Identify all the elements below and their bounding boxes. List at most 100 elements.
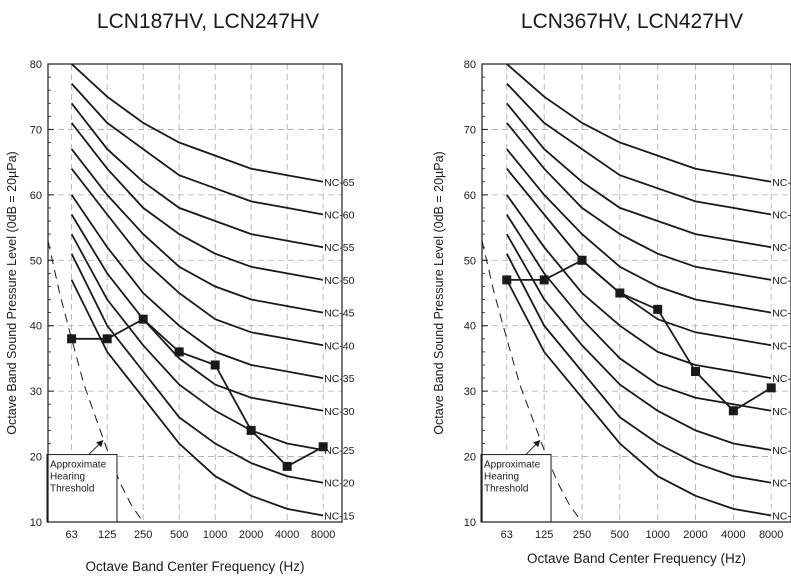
threshold-label-line: Hearing xyxy=(484,472,519,483)
threshold-arrowhead xyxy=(96,440,104,448)
chart-panel-2: LCN367HV, LCN427HV Octave Band Sound Pres… xyxy=(432,10,791,566)
data-point xyxy=(210,360,220,370)
nc-label: NC-30 xyxy=(324,406,355,418)
chart-panel-1: LCN187HV, LCN247HV Octave Band Sound Pres… xyxy=(5,10,360,574)
threshold-label-line: Threshold xyxy=(50,484,94,495)
nc-label-bg xyxy=(771,174,791,189)
nc-curves xyxy=(506,64,772,517)
y-tick-label: 70 xyxy=(30,124,42,136)
threshold-arrowhead xyxy=(533,440,541,448)
y-axis-label: Octave Band Sound Pressure Level (0dB = … xyxy=(432,151,446,434)
x-tick-label: 1000 xyxy=(645,529,669,541)
y-tick-label: 80 xyxy=(464,59,476,71)
data-point xyxy=(67,334,77,344)
data-point xyxy=(138,314,148,324)
y-tick-label: 10 xyxy=(464,517,476,529)
plot-frame xyxy=(47,63,343,523)
data-series-line xyxy=(506,259,772,412)
nc-curve xyxy=(70,194,324,379)
x-axis-label: Octave Band Center Frequency (Hz) xyxy=(527,551,746,566)
nc-label-bg xyxy=(323,371,360,386)
nc-label: NC-20 xyxy=(324,478,355,490)
x-tick-label: 4000 xyxy=(721,529,745,541)
hearing-threshold-curve xyxy=(482,240,583,522)
threshold-label-box xyxy=(46,454,118,523)
nc-label-bg xyxy=(323,272,360,287)
nc-label-bg xyxy=(771,207,791,222)
nc-curve xyxy=(506,233,772,451)
data-point xyxy=(246,425,256,435)
x-tick-label: 1000 xyxy=(203,529,227,541)
y-tick-label: 80 xyxy=(30,59,42,71)
nc-label: NC-55 xyxy=(324,242,355,254)
nc-curve xyxy=(506,279,772,517)
nc-label: NC-40 xyxy=(324,340,355,352)
nc-label-bg xyxy=(323,207,360,222)
data-point xyxy=(577,255,587,265)
nc-label-bg xyxy=(323,508,360,523)
nc-curve xyxy=(506,168,772,347)
x-tick-label: 250 xyxy=(573,529,591,541)
y-axis-label: Octave Band Sound Pressure Level (0dB = … xyxy=(5,151,19,434)
y-tick-label: 10 xyxy=(30,517,42,529)
hearing-threshold-curve xyxy=(48,240,144,522)
nc-curve xyxy=(506,102,772,249)
nc-label: NC-50 xyxy=(772,275,791,287)
nc-label: NC-55 xyxy=(772,242,791,254)
nc-label-bg xyxy=(323,338,360,353)
nc-label-bg xyxy=(771,305,791,320)
y-tick-label: 30 xyxy=(464,386,476,398)
x-tick-label: 8000 xyxy=(759,529,783,541)
nc-label-bg xyxy=(771,338,791,353)
nc-label: NC-50 xyxy=(324,275,355,287)
x-tick-label: 250 xyxy=(134,529,152,541)
nc-label-bg xyxy=(771,371,791,386)
y-tick-label: 50 xyxy=(30,255,42,267)
threshold-label-line: Approximate xyxy=(50,460,107,471)
nc-curve xyxy=(506,82,772,216)
x-tick-label: 63 xyxy=(65,529,77,541)
grid xyxy=(48,64,342,522)
y-tick-label: 60 xyxy=(464,190,476,202)
y-tick-label: 20 xyxy=(464,452,476,464)
data-point xyxy=(653,304,663,314)
data-point xyxy=(174,347,184,357)
data-point xyxy=(539,275,549,285)
y-tick-label: 40 xyxy=(30,321,42,333)
nc-label: NC-35 xyxy=(772,373,791,385)
y-tick-label: 60 xyxy=(30,190,42,202)
data-point xyxy=(282,461,292,471)
nc-label: NC-25 xyxy=(324,445,355,457)
y-tick-label: 30 xyxy=(30,386,42,398)
data-point xyxy=(691,367,701,377)
nc-label: NC-30 xyxy=(772,406,791,418)
nc-label: NC-40 xyxy=(772,340,791,352)
nc-curve xyxy=(70,102,324,249)
nc-curve xyxy=(506,194,772,379)
x-tick-label: 8000 xyxy=(311,529,335,541)
x-tick-label: 500 xyxy=(611,529,629,541)
data-point xyxy=(766,383,776,393)
nc-curve xyxy=(70,82,324,216)
data-point xyxy=(502,275,512,285)
x-tick-label: 63 xyxy=(501,529,513,541)
nc-label-bg xyxy=(323,240,360,255)
x-tick-label: 4000 xyxy=(275,529,299,541)
grid xyxy=(482,64,791,522)
data-point xyxy=(615,288,625,298)
chart-title: LCN367HV, LCN427HV xyxy=(521,10,743,33)
threshold-label-box xyxy=(480,454,552,523)
x-tick-label: 2000 xyxy=(683,529,707,541)
nc-label-bg xyxy=(771,272,791,287)
nc-label-bg xyxy=(771,240,791,255)
nc-curve xyxy=(70,168,324,347)
y-tick-label: 20 xyxy=(30,452,42,464)
x-tick-label: 500 xyxy=(170,529,188,541)
nc-curve xyxy=(70,122,324,281)
nc-label-bg xyxy=(771,403,791,418)
threshold-label-line: Approximate xyxy=(484,460,541,471)
plot-frame xyxy=(481,63,791,523)
y-tick-label: 40 xyxy=(464,321,476,333)
nc-label: NC-65 xyxy=(324,177,355,189)
